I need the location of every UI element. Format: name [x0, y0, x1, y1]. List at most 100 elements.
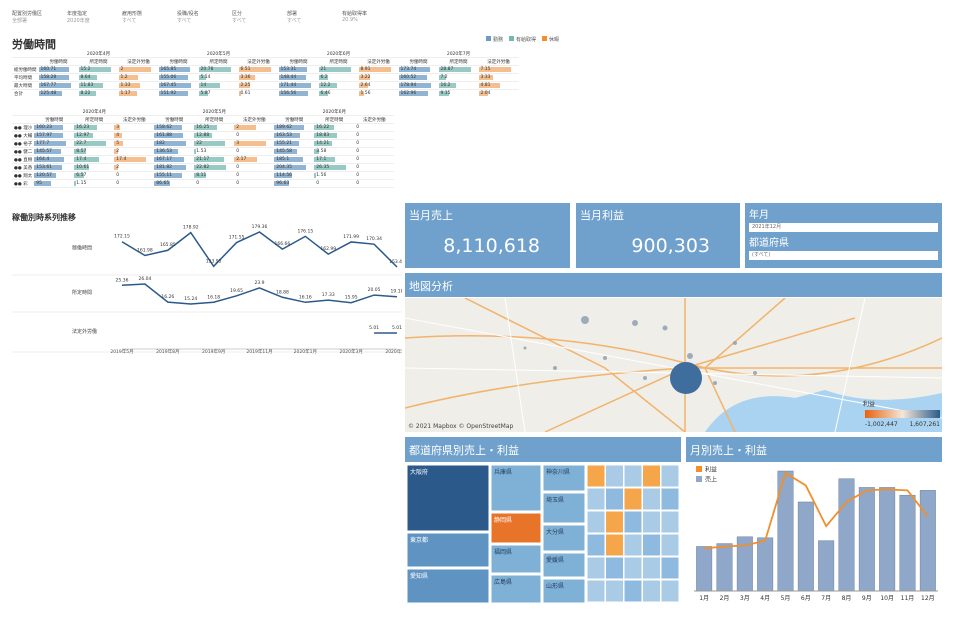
cell-value: 167.45: [160, 83, 177, 88]
cell-bar: [34, 157, 64, 162]
cell: 12.88: [194, 131, 235, 140]
small-tile: [623, 487, 643, 511]
cell-value: 8.91: [360, 67, 371, 72]
small-tile: [660, 487, 680, 511]
cell-value: 1.33: [120, 83, 131, 88]
cell: 155.21: [274, 139, 315, 148]
cell: 0: [354, 171, 395, 180]
cell-bar: [398, 75, 428, 80]
cell: 160.23: [34, 123, 75, 132]
cell-bar: [194, 141, 226, 146]
treemap-title: 都道府県別売上・利益: [405, 437, 681, 462]
cell-bar: [38, 67, 70, 72]
header-filter: 部署 すべて: [287, 10, 301, 24]
cell-value: 22.82: [196, 165, 210, 170]
filter-select[interactable]: 2021年12月: [749, 223, 938, 232]
cell-bar: [278, 83, 311, 88]
row: 合計 125.48 8.22 1.17 151.92 5.87 0.61 156.56 6.46…: [12, 89, 519, 96]
tile-label: 静岡県: [494, 516, 512, 524]
cell: 26.35: [314, 163, 355, 172]
cell-bar: [74, 157, 99, 162]
cell-bar: [314, 141, 332, 146]
cell-value: 153.61: [36, 165, 53, 170]
cell-bar: [34, 165, 62, 170]
filter-value: すべて: [232, 18, 247, 24]
small-tile: [586, 510, 606, 534]
point-label: 172.15: [114, 234, 130, 240]
point-label: 25.36: [116, 277, 129, 283]
small-tile: [586, 464, 606, 488]
cell: 28.87: [438, 65, 479, 74]
cell: 11.83: [78, 81, 119, 90]
cell-value: 14.21: [316, 141, 330, 146]
cell-value: 4: [116, 133, 120, 138]
cell: 125.48: [38, 89, 79, 96]
legend-label: 休暇: [549, 37, 560, 43]
legend-label: 有給取得: [516, 37, 537, 43]
point-label: 179.36: [252, 224, 268, 230]
cell: 155.06: [158, 73, 199, 82]
cell-value: 162.96: [400, 91, 417, 96]
cell-bar: [438, 91, 449, 96]
cell: 0: [234, 131, 275, 140]
map-bubble: [670, 362, 702, 394]
cell: 0: [354, 179, 395, 188]
cell-value: 16.25: [196, 125, 210, 130]
subcolumn-header: 法定外労働: [478, 57, 519, 66]
point-label: 16.26: [161, 294, 174, 300]
row: ●● 直樹 164.4 17.4 17.4 167.17 21.17 2.17 185.1 17…: [12, 155, 395, 164]
small-tile: [642, 487, 661, 511]
filter-select[interactable]: (すべて): [749, 251, 938, 260]
cell: 8.64: [78, 73, 119, 82]
x-label: 2019年8月: [156, 348, 179, 355]
cell: 1.2: [118, 73, 159, 82]
cell-value: 0: [236, 133, 240, 138]
subcolumn-header: 所定時間: [74, 115, 115, 124]
cell: 22.82: [194, 163, 235, 172]
cell-value: 0: [196, 181, 200, 186]
cell-bar: [478, 75, 494, 80]
small-tile: [642, 510, 661, 534]
cell-bar: [234, 141, 267, 146]
cell-bar: [154, 173, 182, 178]
point-label: 16.18: [207, 294, 220, 300]
cell: 1.15: [74, 179, 115, 188]
point-label: 16.16: [299, 294, 312, 300]
cell-value: 177.7: [36, 141, 50, 146]
cell: 21.17: [194, 155, 235, 164]
x-label: 2020年5月: [385, 348, 402, 355]
cell-bar: [398, 91, 428, 96]
cell: 114.56: [274, 171, 315, 180]
cell-bar: [114, 141, 124, 146]
corner: [12, 108, 35, 116]
small-tile: [586, 487, 606, 511]
cell: 5: [114, 139, 155, 148]
cell-bar: [234, 157, 258, 162]
row-label: ●● 裕子: [12, 139, 35, 148]
row-label: ●● 彩: [12, 179, 35, 188]
cell: 173.74: [398, 65, 439, 74]
cell-value: 0.61: [240, 91, 251, 96]
cell-bar: [438, 83, 457, 88]
cell-value: 11.83: [80, 83, 94, 88]
subcolumn-header: 法定外労働: [354, 115, 395, 124]
x-label: 2020年3月: [340, 348, 363, 355]
cell: 6.46: [318, 89, 359, 96]
subcolumn-header: 労働時間: [278, 57, 319, 66]
line: [704, 471, 929, 550]
subcolumn-header: 法定外労働: [234, 115, 275, 124]
bar: [838, 478, 855, 592]
legend-swatch: [696, 466, 702, 472]
cell-value: 3.22: [360, 75, 371, 80]
small-tile: [623, 579, 643, 603]
cell: 145.57: [34, 147, 75, 156]
filters: 年月 2021年12月 都道府県 (すべて): [745, 203, 942, 268]
tile: [542, 552, 586, 578]
cell: 6.57: [74, 171, 115, 180]
cell-value: 0: [356, 125, 360, 130]
cell-value: 3: [116, 125, 120, 130]
tile-label: 埼玉県: [546, 496, 564, 504]
cell-value: 12.88: [196, 133, 210, 138]
cell: 0: [354, 155, 395, 164]
